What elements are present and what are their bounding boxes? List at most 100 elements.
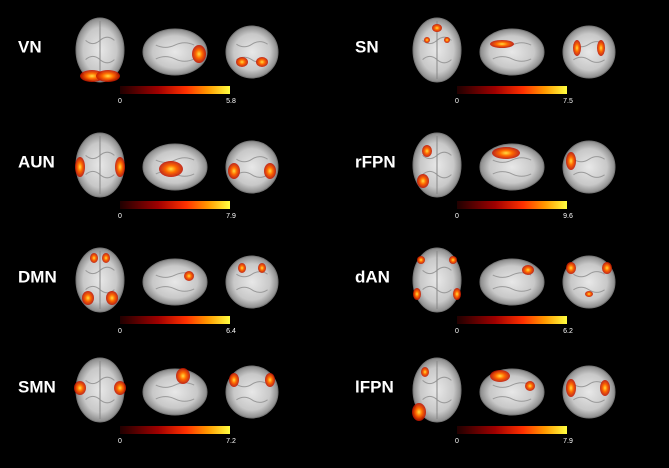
brain-slice [142,28,208,76]
activation [566,152,576,170]
activation [265,373,275,387]
network-label: VN [18,37,42,56]
brain-slice [479,258,545,306]
activation [229,373,239,387]
network-panel: DMN 0 6.4 [18,247,279,335]
network-panel: rFPN 0 9.6 [355,132,616,220]
network-label: dAN [355,267,390,286]
colorbar-max: 6.4 [226,328,236,335]
brain-folds [492,382,532,402]
activation [600,380,610,396]
activation [238,263,246,273]
activation [82,291,94,305]
activation [114,381,126,395]
activation [566,262,576,274]
activation [228,163,240,179]
colorbar-max: 5.8 [226,98,236,105]
colorbar [120,201,230,209]
network-panel: VN 0 5.8 [18,17,279,105]
activation [432,24,442,32]
activation [115,157,125,177]
brain-slice [225,140,279,194]
colorbar-max: 7.2 [226,438,236,445]
activation [106,291,118,305]
colorbar-max: 7.9 [563,438,573,445]
activation [422,145,432,157]
brain-slice [142,258,208,306]
colorbar-min: 0 [118,438,122,445]
activation [184,271,194,281]
brain-slice [225,255,279,309]
network-panel: SN 0 7.5 [355,17,616,105]
activation [412,403,426,421]
activation [96,70,120,82]
activation [444,37,450,43]
activation [522,265,534,275]
colorbar-min: 0 [118,328,122,335]
brain-folds [236,381,268,403]
brain-slice [562,25,616,79]
activation [424,37,430,43]
activation [585,291,593,297]
brain-slice [142,368,208,416]
network-label: lFPN [355,377,394,396]
colorbar [120,86,230,94]
colorbar-max: 6.2 [563,328,573,335]
activation [597,40,605,56]
colorbar [120,316,230,324]
brain-folds [573,381,605,403]
activation [264,163,276,179]
brain-slice [225,365,279,419]
activation [192,45,206,63]
colorbar [457,426,567,434]
colorbar [120,426,230,434]
network-label: SN [355,37,379,56]
network-label: DMN [18,267,57,286]
brain-folds [573,271,605,293]
activation [159,161,183,177]
brain-slice [479,368,545,416]
colorbar-min: 0 [455,213,459,220]
network-label: AUN [18,152,55,171]
activation [566,379,576,397]
network-label: SMN [18,377,56,396]
activation [492,147,520,159]
brain-slice [562,140,616,194]
colorbar-min: 0 [118,213,122,220]
activation [490,40,514,48]
network-panel: SMN 0 7.2 [18,357,279,445]
activation [236,57,248,67]
brain-slice [225,25,279,79]
activation [258,263,266,273]
activation [453,288,461,300]
activation [75,157,85,177]
colorbar [457,316,567,324]
brain-slice [562,365,616,419]
colorbar-max: 7.9 [226,213,236,220]
activation [573,40,581,56]
brain-folds [573,156,605,178]
activation [74,381,86,395]
colorbar-max: 7.5 [563,98,573,105]
activation [421,367,429,377]
network-panel: dAN 0 6.2 [355,247,616,335]
activation [602,262,612,274]
activation [413,288,421,300]
colorbar-min: 0 [455,98,459,105]
colorbar-max: 9.6 [563,213,573,220]
activation [102,253,110,263]
colorbar [457,86,567,94]
activation [417,256,425,264]
brain-folds [155,42,195,62]
network-panel: AUN 0 7.9 [18,132,279,220]
colorbar [457,201,567,209]
brain-folds [155,382,195,402]
activation [417,174,429,188]
brain-slice [562,255,616,309]
colorbar-min: 0 [118,98,122,105]
brain-folds [492,157,532,177]
activation [90,253,98,263]
brain-slice [479,28,545,76]
colorbar-min: 0 [455,438,459,445]
